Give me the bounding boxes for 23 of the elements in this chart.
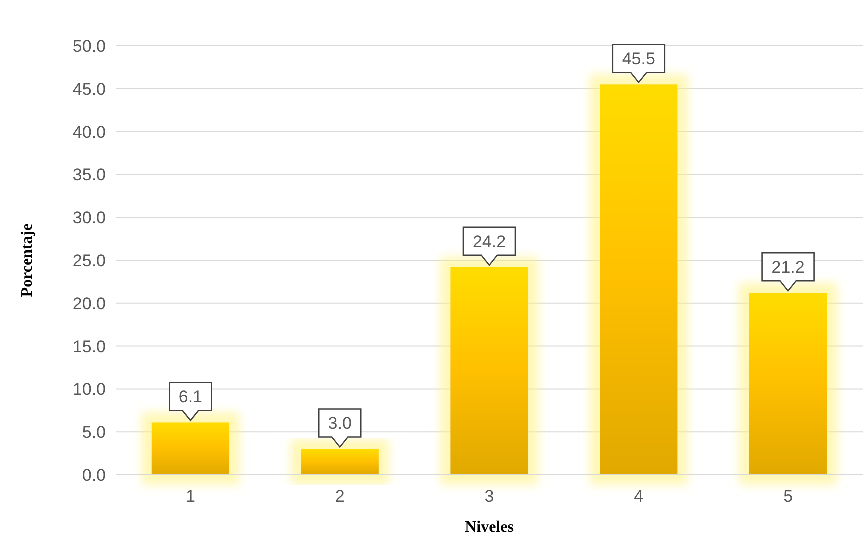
x-tick-label: 2 — [335, 487, 345, 506]
y-tick-label: 45.0 — [72, 80, 106, 99]
x-tick-label: 1 — [186, 487, 196, 506]
y-tick-label: 40.0 — [72, 122, 106, 142]
y-tick-label: 20.0 — [72, 294, 106, 314]
y-tick-label: 30.0 — [72, 208, 106, 228]
y-tick-label: 10.0 — [72, 380, 106, 400]
data-label: 3.0 — [328, 414, 352, 434]
x-tick-label: 4 — [634, 487, 644, 506]
data-label: 45.5 — [622, 50, 656, 69]
data-label: 24.2 — [472, 232, 506, 252]
y-tick-label: 5.0 — [82, 423, 106, 442]
y-tick-label: 0.0 — [82, 466, 106, 485]
data-label: 21.2 — [772, 258, 805, 278]
y-axis-title: Porcentaje — [19, 224, 36, 298]
x-axis-title: Niveles — [465, 519, 514, 536]
y-tick-label: 15.0 — [72, 337, 106, 356]
y-tick-label: 50.0 — [72, 36, 106, 56]
x-tick-label: 5 — [784, 487, 794, 506]
y-tick-label: 35.0 — [72, 166, 106, 185]
y-tick-label: 25.0 — [72, 251, 106, 270]
x-tick-label: 3 — [484, 487, 494, 506]
data-label: 6.1 — [178, 388, 203, 407]
